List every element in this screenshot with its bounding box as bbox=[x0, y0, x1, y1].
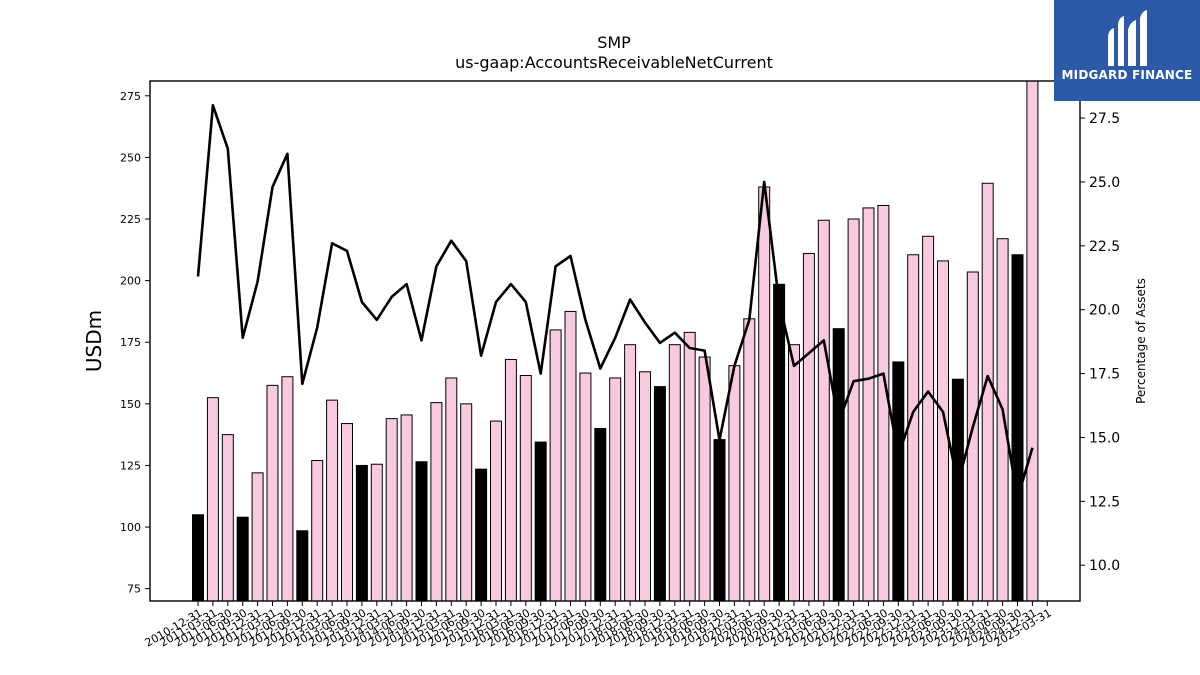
bar-2022-12-31 bbox=[907, 254, 920, 602]
bar-2017-03-31 bbox=[564, 310, 577, 602]
bar-2010-12-31 bbox=[192, 514, 204, 602]
chart-subtitle: us-gaap:AccountsReceivableNetCurrent bbox=[455, 53, 773, 72]
y2-tick-label: 12.5 bbox=[1089, 494, 1120, 510]
axes: 75 100 125 150 175 200 225 250 275 10.0 12.5 15.0 17… bbox=[120, 80, 1120, 650]
bar-2022-09-30 bbox=[892, 361, 905, 602]
chart-title: SMP bbox=[597, 33, 631, 52]
bar-2018-03-31 bbox=[624, 344, 637, 602]
bar-2015-12-31 bbox=[490, 420, 502, 602]
bar-2018-06-30 bbox=[639, 371, 651, 602]
percentage-line bbox=[196, 104, 1034, 501]
midgard-logo-mark-icon bbox=[1108, 10, 1147, 66]
bar-2024-09-30 bbox=[1011, 254, 1024, 602]
logo-text: MIDGARD FINANCE bbox=[1061, 68, 1193, 82]
bar-2014-09-30 bbox=[415, 461, 428, 602]
y-tick-label: 150 bbox=[120, 398, 141, 411]
bar-2021-03-31 bbox=[802, 253, 815, 602]
bar-2013-03-31 bbox=[326, 399, 339, 602]
y2-tick-label: 22.5 bbox=[1089, 239, 1120, 255]
bar-2011-09-30 bbox=[236, 516, 249, 602]
y-tick-label: 275 bbox=[120, 90, 141, 103]
bar-2015-03-31 bbox=[445, 377, 458, 602]
bar-2016-03-31 bbox=[504, 358, 517, 602]
bar-2023-12-31 bbox=[966, 271, 979, 602]
y2-axis-label: Percentage of Assets bbox=[1134, 278, 1148, 404]
bar-2014-06-30 bbox=[400, 414, 413, 602]
bar-2015-06-30 bbox=[460, 403, 473, 602]
bar-2013-09-30 bbox=[355, 464, 368, 602]
y-tick-label: 100 bbox=[120, 521, 141, 534]
bar-series bbox=[192, 80, 1039, 602]
y2-tick-label: 27.5 bbox=[1089, 111, 1120, 127]
bar-2019-12-31 bbox=[728, 365, 741, 602]
bar-2022-06-30 bbox=[877, 204, 890, 602]
bar-2021-12-31 bbox=[847, 218, 860, 602]
bar-2015-09-30 bbox=[475, 468, 488, 602]
bar-2021-09-30 bbox=[832, 328, 845, 602]
bar-2013-06-30 bbox=[341, 423, 353, 602]
midgard-finance-logo: MIDGARD FINANCE bbox=[1054, 0, 1200, 101]
bar-2011-12-31 bbox=[251, 472, 264, 602]
bar-2021-06-30 bbox=[817, 219, 830, 602]
bar-2016-09-30 bbox=[534, 441, 547, 602]
y-axis-label: USDm bbox=[82, 310, 106, 372]
bar-2011-06-30 bbox=[221, 434, 234, 602]
bar-2012-09-30 bbox=[296, 530, 309, 602]
bar-2024-06-30 bbox=[996, 238, 1009, 602]
y-tick-label: 75 bbox=[127, 583, 141, 596]
line-series bbox=[196, 104, 1034, 501]
bar-2018-09-30 bbox=[653, 386, 666, 602]
bar-2012-12-31 bbox=[311, 460, 324, 602]
y2-tick-label: 20.0 bbox=[1089, 303, 1120, 319]
y2-tick-label: 15.0 bbox=[1089, 430, 1120, 446]
bar-2019-09-30 bbox=[713, 439, 726, 602]
y-tick-label: 175 bbox=[120, 336, 141, 349]
y-tick-label: 250 bbox=[120, 151, 141, 164]
bar-2011-03-31 bbox=[206, 397, 219, 602]
y2-tick-label: 10.0 bbox=[1089, 558, 1120, 574]
y2-tick-label: 25.0 bbox=[1089, 175, 1120, 191]
bar-2014-03-31 bbox=[385, 418, 398, 602]
bar-2017-12-31 bbox=[609, 377, 622, 602]
bar-2023-09-30 bbox=[951, 378, 964, 602]
bar-2020-09-30 bbox=[773, 283, 786, 602]
y2-tick-label: 17.5 bbox=[1089, 367, 1120, 383]
y-tick-label: 125 bbox=[120, 459, 141, 472]
y-tick-label: 225 bbox=[120, 213, 141, 226]
bar-2017-06-30 bbox=[579, 372, 592, 602]
bar-2014-12-31 bbox=[430, 402, 443, 602]
bar-2019-06-30 bbox=[698, 356, 711, 602]
bar-2019-03-31 bbox=[683, 331, 696, 602]
bar-2020-06-30 bbox=[758, 186, 771, 602]
bar-2017-09-30 bbox=[594, 427, 607, 602]
bar-2024-12-31 bbox=[1026, 80, 1039, 602]
bar-2020-12-31 bbox=[788, 344, 800, 602]
y-tick-label: 200 bbox=[120, 275, 141, 288]
bar-2023-03-31 bbox=[922, 235, 935, 602]
bar-2022-03-31 bbox=[862, 207, 875, 602]
bar-2018-12-31 bbox=[668, 344, 681, 602]
bar-2016-06-30 bbox=[519, 375, 532, 602]
bar-2016-12-31 bbox=[549, 329, 562, 602]
bar-2012-03-31 bbox=[266, 384, 279, 602]
bar-2012-06-30 bbox=[281, 376, 294, 602]
bar-2020-03-31 bbox=[743, 318, 756, 602]
bar-2013-12-31 bbox=[370, 463, 383, 602]
